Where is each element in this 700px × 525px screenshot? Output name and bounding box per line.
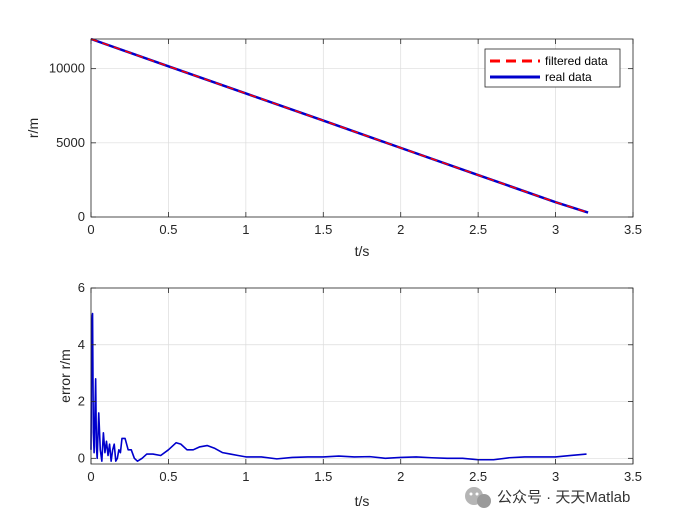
y-tick-label: 6 bbox=[78, 280, 85, 295]
bottom-plot: 0 0.5 1 1.5 2 2.5 3 3.5 0 2 4 6 t/s error r/m bbox=[57, 280, 642, 509]
watermark-text: 公众号 · 天天Matlab bbox=[497, 489, 630, 506]
y-tick-label: 10000 bbox=[49, 61, 85, 76]
bottom-plot-ticks: 0 0.5 1 1.5 2 2.5 3 3.5 0 2 4 6 bbox=[78, 280, 642, 484]
x-tick-label: 1.5 bbox=[314, 222, 332, 237]
bottom-plot-series bbox=[90, 312, 587, 462]
bottom-plot-xlabel: t/s bbox=[355, 493, 370, 509]
x-tick-label: 2 bbox=[397, 222, 404, 237]
x-tick-label: 0.5 bbox=[159, 222, 177, 237]
x-tick-label: 2.5 bbox=[469, 222, 487, 237]
legend-box bbox=[484, 48, 621, 88]
error-series-line bbox=[90, 312, 587, 462]
legend-label-real: real data bbox=[545, 70, 592, 84]
top-plot-frame bbox=[90, 38, 634, 218]
y-tick-label: 5000 bbox=[56, 135, 85, 150]
x-tick-label: 1 bbox=[242, 222, 249, 237]
top-plot-series bbox=[90, 37, 589, 214]
x-tick-label: 2 bbox=[397, 469, 404, 484]
y-tick-label: 0 bbox=[78, 209, 85, 224]
x-tick-label: 0 bbox=[87, 222, 94, 237]
x-tick-label: 3.5 bbox=[624, 469, 642, 484]
top-plot-xlabel: t/s bbox=[355, 243, 370, 259]
x-tick-label: 0.5 bbox=[159, 469, 177, 484]
real-data-series-line bbox=[90, 37, 589, 214]
watermark: 公众号 · 天天Matlab bbox=[465, 487, 630, 508]
x-tick-label: 1.5 bbox=[314, 469, 332, 484]
x-tick-label: 2.5 bbox=[469, 469, 487, 484]
x-tick-label: 1 bbox=[242, 469, 249, 484]
y-tick-label: 2 bbox=[78, 394, 85, 409]
x-tick-label: 3 bbox=[552, 222, 559, 237]
bottom-plot-frame bbox=[90, 287, 634, 465]
x-tick-label: 3 bbox=[552, 469, 559, 484]
legend-label-filtered: filtered data bbox=[545, 54, 608, 68]
y-tick-label: 4 bbox=[78, 337, 85, 352]
x-tick-label: 3.5 bbox=[624, 222, 642, 237]
top-plot: 0 0.5 1 1.5 2 2.5 3 3.5 0 5000 10000 t/s r/m filte… bbox=[25, 37, 642, 259]
wechat-icon bbox=[465, 487, 491, 508]
top-plot-ylabel: r/m bbox=[25, 118, 41, 138]
x-tick-label: 0 bbox=[87, 469, 94, 484]
y-tick-label: 0 bbox=[78, 450, 85, 465]
bottom-plot-ylabel: error r/m bbox=[57, 349, 73, 403]
legend: filtered data real data bbox=[484, 48, 621, 88]
top-plot-ticks: 0 0.5 1 1.5 2 2.5 3 3.5 0 5000 10000 bbox=[49, 39, 642, 237]
